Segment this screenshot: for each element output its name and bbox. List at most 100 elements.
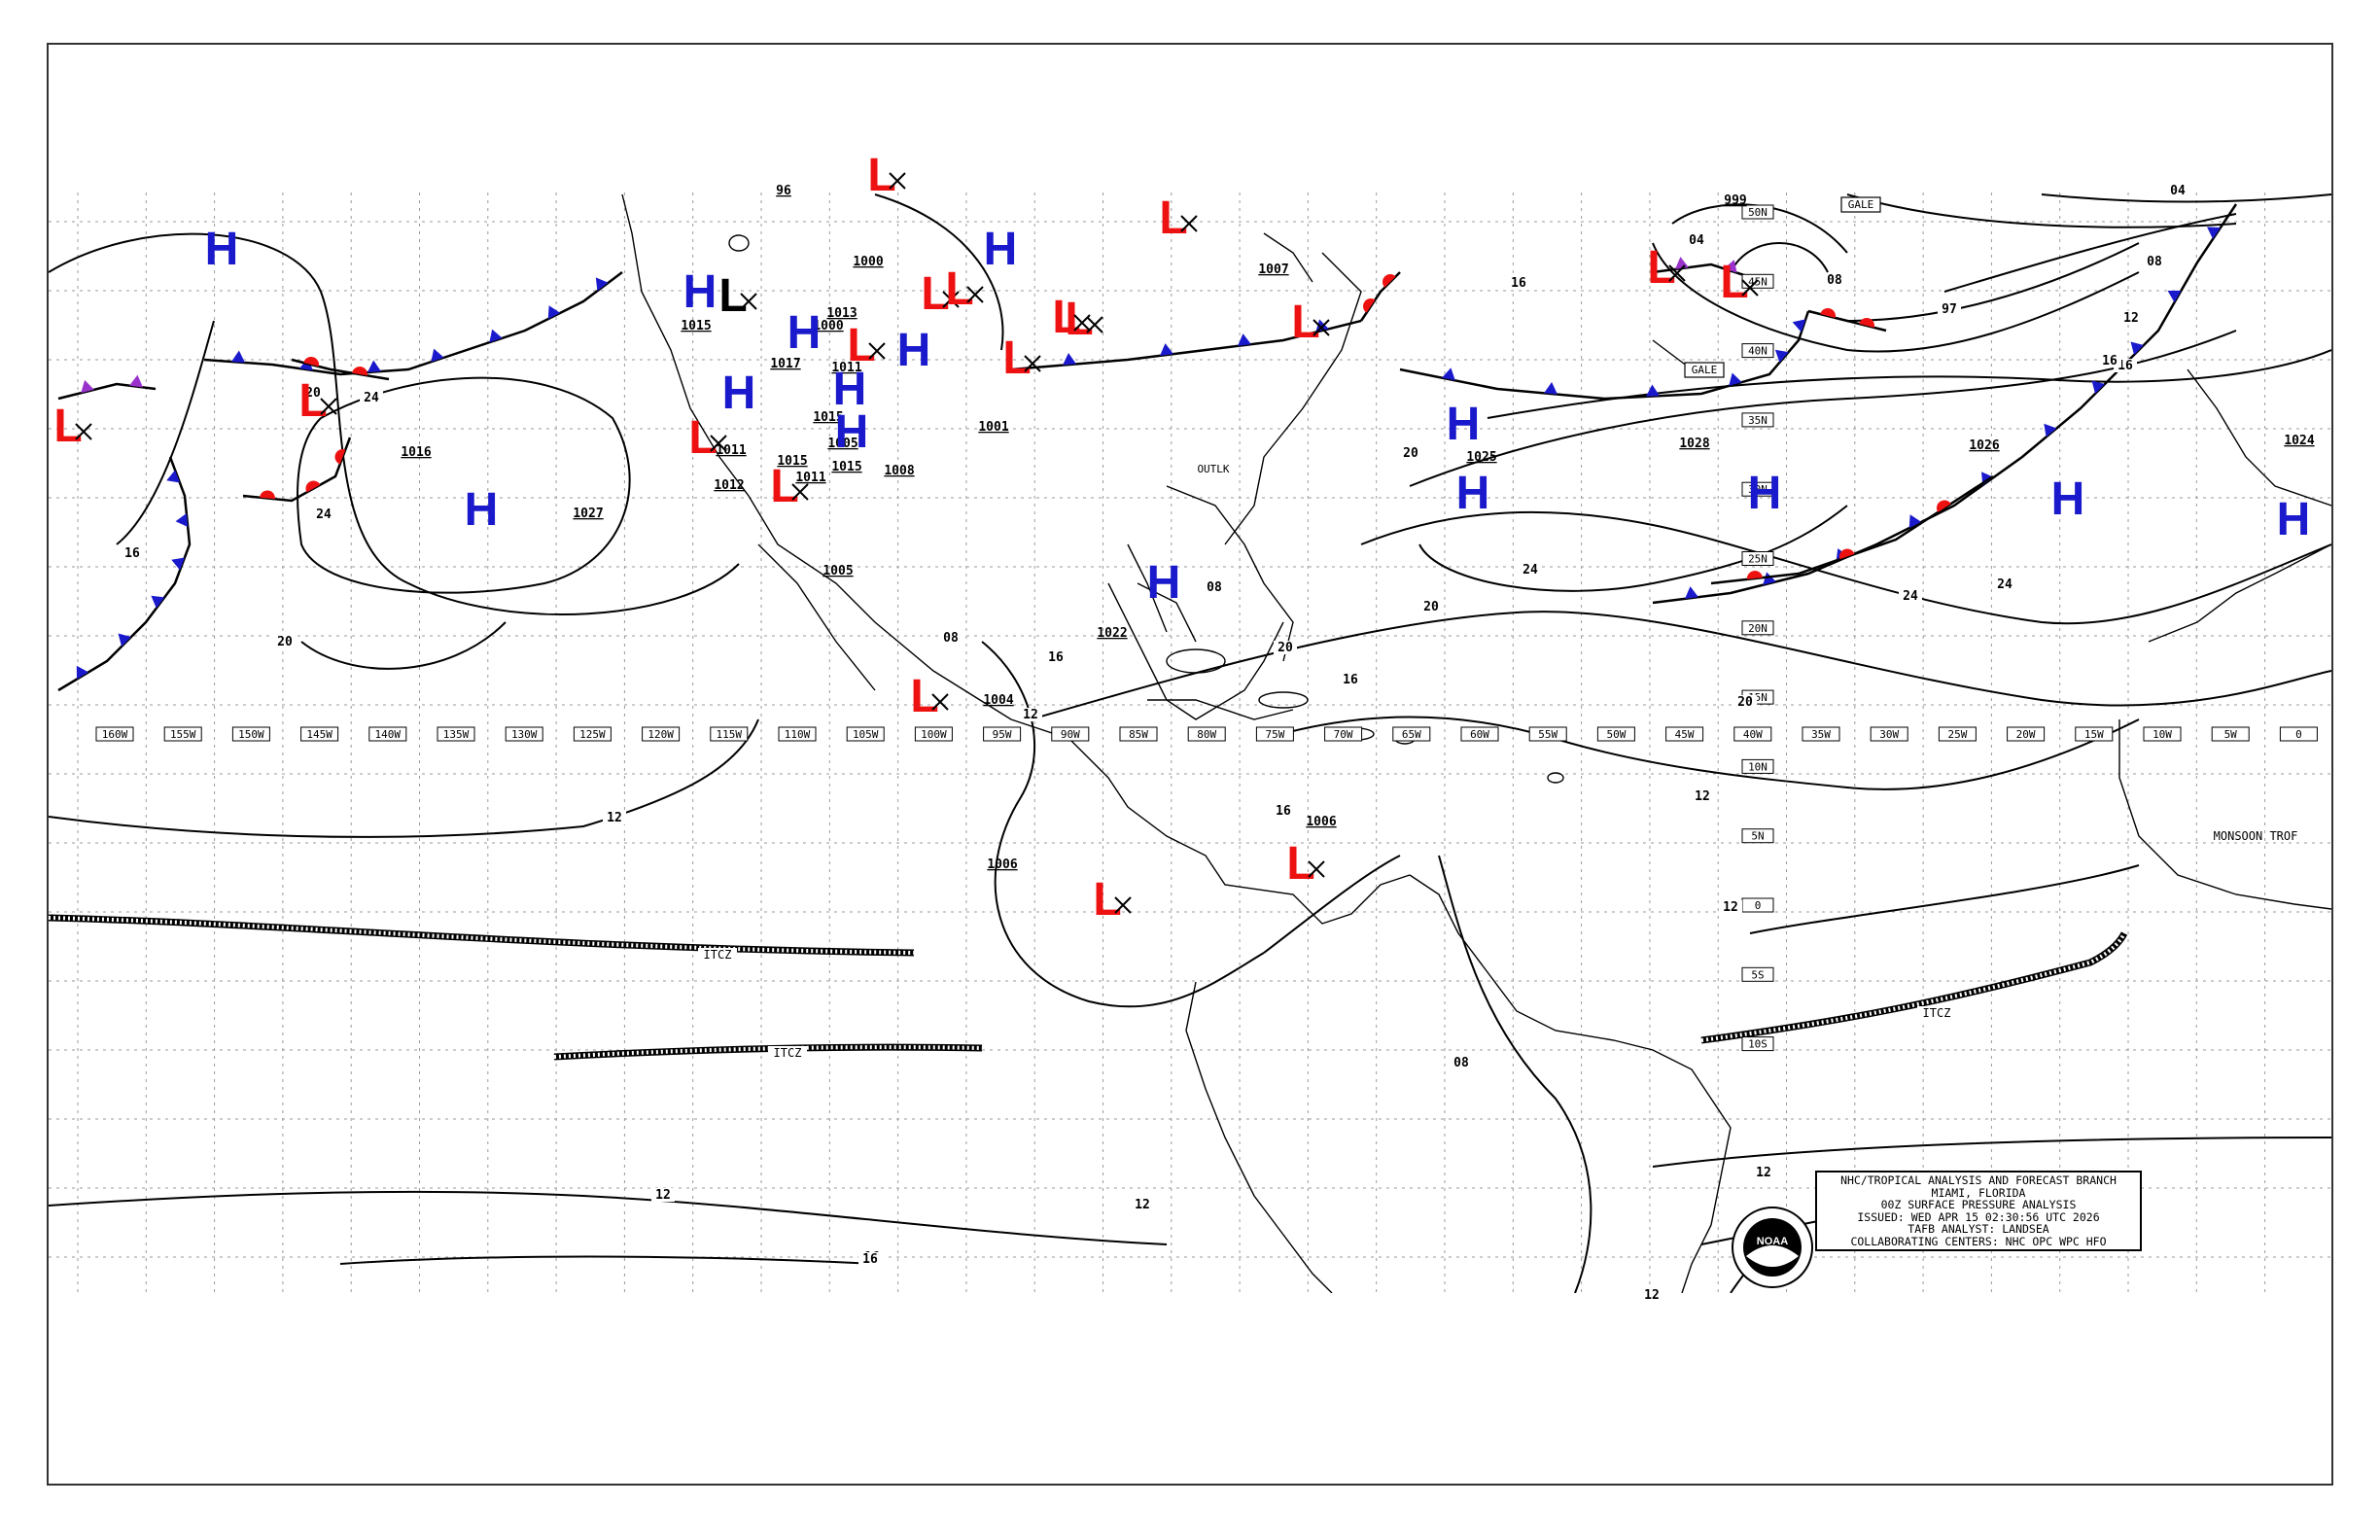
low-center-marker bbox=[75, 423, 92, 440]
occluded-front-barb bbox=[129, 374, 143, 388]
longitude-label: 65W bbox=[1402, 728, 1421, 741]
longitude-label-box bbox=[914, 726, 953, 742]
high-pressure-center: H bbox=[683, 266, 718, 318]
isobar-label: 12 bbox=[1723, 900, 1738, 915]
coastline bbox=[757, 543, 876, 691]
title-line: COLLABORATING CENTERS: NHC OPC WPC HFO bbox=[1850, 1234, 2107, 1248]
isobar-line bbox=[1846, 242, 2140, 322]
isobar-label: 12 bbox=[655, 1188, 671, 1203]
itcz-label-bg bbox=[698, 948, 737, 962]
longitude-label-box bbox=[1802, 726, 1840, 742]
center-pressure-label: 1000 bbox=[813, 319, 843, 333]
center-pressure-label: 1015 bbox=[831, 460, 861, 474]
island bbox=[1547, 772, 1564, 784]
lat-lon-grid bbox=[49, 192, 2331, 1293]
longitude-label-box bbox=[2279, 726, 2318, 742]
longitude-label-box bbox=[1255, 726, 1294, 742]
cold-front-barb bbox=[1685, 586, 1698, 599]
high-pressure-center: H bbox=[835, 406, 869, 458]
isobar-line bbox=[116, 320, 215, 545]
longitude-label: 20W bbox=[2016, 728, 2036, 741]
longitude-label-box bbox=[95, 726, 134, 742]
longitude-label-box bbox=[1460, 726, 1499, 742]
isobar-label: 24 bbox=[1997, 578, 2012, 592]
low-center-marker bbox=[889, 172, 906, 190]
latitude-label-box bbox=[1741, 828, 1774, 844]
isobar-label-bg bbox=[1823, 273, 1846, 287]
longitude-label: 140W bbox=[375, 728, 402, 741]
cold-front-barb bbox=[595, 277, 609, 292]
isobar-line bbox=[2041, 193, 2331, 203]
longitude-label-box bbox=[300, 726, 339, 742]
longitude-label: 120W bbox=[648, 728, 674, 741]
latitude-label-box bbox=[1741, 966, 1774, 982]
high-pressure-center: H bbox=[2277, 494, 2311, 545]
longitude-label: 45W bbox=[1675, 728, 1695, 741]
longitude-label: 50W bbox=[1606, 728, 1626, 741]
cold-front-barb bbox=[175, 513, 189, 527]
island bbox=[1258, 691, 1309, 709]
isobar-label: 24 bbox=[364, 391, 379, 405]
isobar-label-bg bbox=[121, 546, 144, 560]
longitude-label-box bbox=[1187, 726, 1226, 742]
isobar-label-bg bbox=[603, 811, 626, 824]
longitude-label-box bbox=[1119, 726, 1158, 742]
warm-front-bump bbox=[1859, 318, 1874, 328]
isobar-label: 20 bbox=[1278, 641, 1293, 655]
center-pressure-label: 1024 bbox=[2284, 434, 2314, 448]
low-center-marker bbox=[942, 291, 960, 308]
isobar-line bbox=[1652, 1137, 2331, 1168]
cold-front-line bbox=[57, 456, 192, 692]
longitude-label-box bbox=[1528, 726, 1567, 742]
cold-front-line bbox=[203, 271, 623, 376]
isobar-label: 12 bbox=[1756, 1166, 1771, 1180]
isobar-label: 08 bbox=[1207, 580, 1222, 595]
itcz-label: ITCZ bbox=[704, 948, 732, 962]
longitude-label: 35W bbox=[1811, 728, 1831, 741]
isobar-label-bg bbox=[1272, 804, 1295, 818]
longitude-label: 15W bbox=[2084, 728, 2104, 741]
center-pressure-label: 1001 bbox=[978, 420, 1008, 435]
longitude-label: 70W bbox=[1334, 728, 1353, 741]
longitude-label-box bbox=[573, 726, 612, 742]
isobar-label: 12 bbox=[607, 811, 622, 825]
low-center-marker bbox=[710, 435, 727, 452]
isobar-line bbox=[1730, 242, 1829, 273]
coastline bbox=[1263, 232, 1313, 283]
isobar-label: 16 bbox=[2118, 359, 2133, 373]
cold-front-barb bbox=[2130, 341, 2144, 355]
isobar-label: 20 bbox=[305, 386, 321, 401]
warm-front-line bbox=[242, 437, 352, 503]
high-pressure-center: H bbox=[984, 224, 1018, 275]
latitude-label-box bbox=[1741, 551, 1774, 566]
isobar-label-bg bbox=[301, 386, 325, 400]
cold-front-barb bbox=[431, 348, 444, 363]
latitude-label: 25N bbox=[1748, 553, 1768, 566]
longitude-label: 135W bbox=[443, 728, 470, 741]
warm-front-bump bbox=[334, 449, 346, 465]
warm-front-line bbox=[291, 358, 390, 381]
longitude-label: 105W bbox=[853, 728, 879, 741]
itcz-hatch bbox=[49, 916, 915, 955]
title-line: NHC/TROPICAL ANALYSIS AND FORECAST BRANC… bbox=[1840, 1173, 2117, 1187]
longitude-label-box bbox=[1051, 726, 1090, 742]
longitude-label: 155W bbox=[170, 728, 196, 741]
warm-front-bump bbox=[352, 367, 368, 376]
cold-front-barb bbox=[1646, 384, 1660, 397]
isobar-label: 24 bbox=[1903, 589, 1918, 604]
outlook-label: OUTLK bbox=[1197, 463, 1229, 475]
coastline bbox=[1185, 981, 1333, 1293]
coastline bbox=[621, 193, 1411, 925]
isobar-line bbox=[300, 621, 507, 670]
low-center-marker bbox=[931, 693, 949, 711]
itcz-label-bg bbox=[768, 1046, 807, 1060]
isobar-line bbox=[297, 376, 631, 594]
isobar-label-bg bbox=[1019, 708, 1042, 721]
isobar-label: 16 bbox=[1511, 276, 1526, 291]
warm-front-bump bbox=[305, 480, 321, 493]
itcz-label-bg bbox=[1917, 1006, 1956, 1020]
cold-front-barb bbox=[171, 557, 185, 571]
latitude-label: 5N bbox=[1751, 830, 1764, 843]
center-pressure-label: 1028 bbox=[1679, 437, 1709, 451]
isobar-line bbox=[1418, 505, 1848, 592]
